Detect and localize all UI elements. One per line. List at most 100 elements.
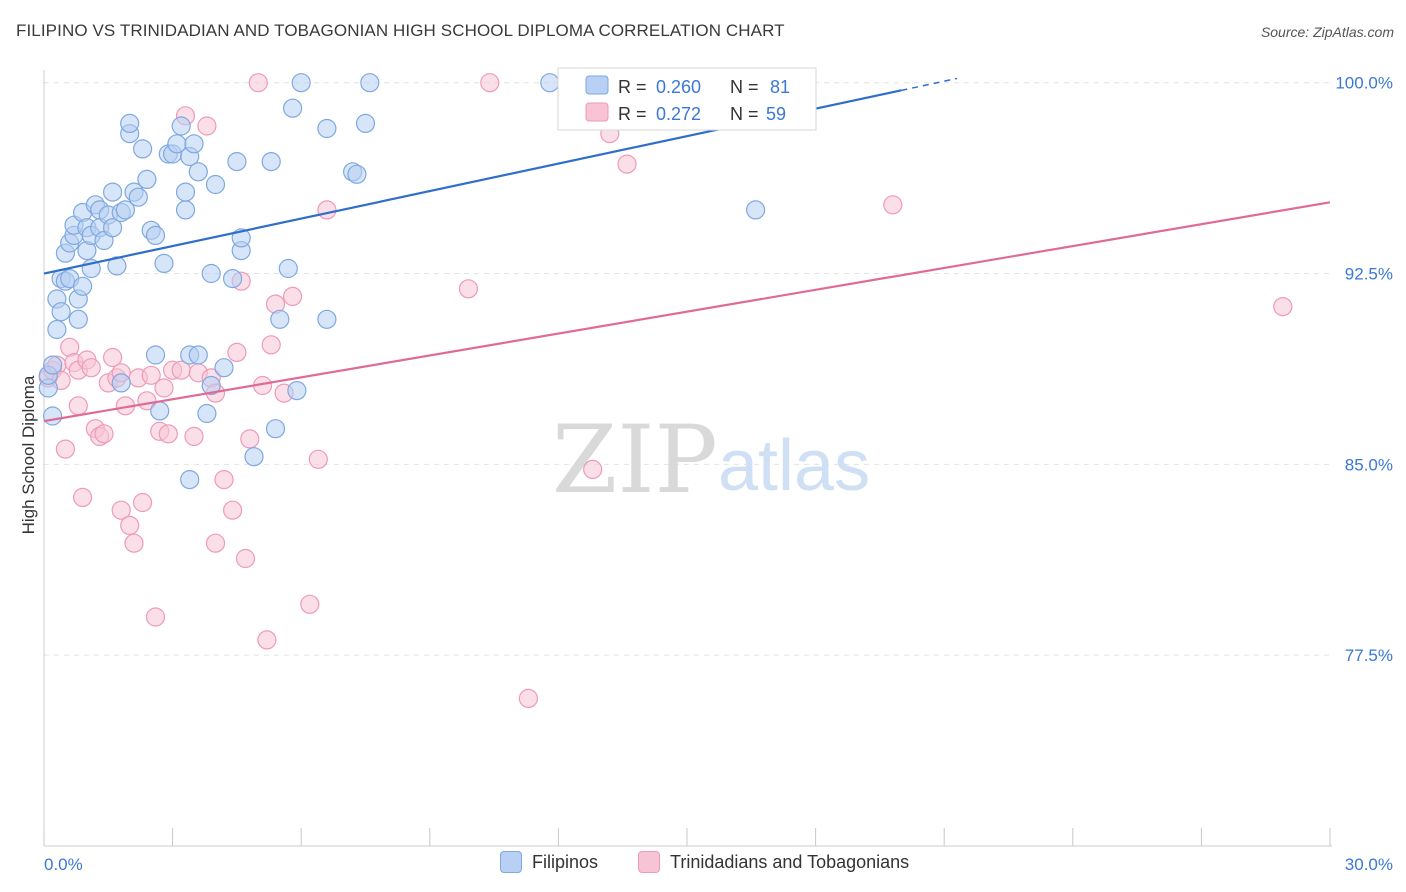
trinidadian-point [1273, 297, 1293, 317]
source-label: Source: ZipAtlas.com [1260, 24, 1394, 40]
trinidadian-point [133, 492, 153, 513]
filipino-point [355, 113, 376, 134]
filipino-point [197, 403, 217, 424]
filipino-point [205, 174, 226, 195]
filipino-point [214, 358, 234, 378]
trinidadian-point [317, 200, 337, 220]
filipino-point [317, 309, 337, 329]
filipino-point [244, 447, 264, 467]
trinidadian-point [145, 607, 166, 627]
y-tick-label: 100.0% [1335, 74, 1393, 93]
legend-swatch-blue [585, 75, 609, 95]
y-tick-labels: 77.5% 85.0% 92.5% 100.0% [1335, 74, 1393, 665]
trinidadian-point [283, 286, 303, 306]
x-tick-label: 30.0% [1345, 855, 1393, 874]
trinidadian-point [308, 449, 328, 469]
trinidadian-point [102, 347, 123, 368]
trinidadian-point [257, 630, 277, 650]
filipino-point [111, 373, 131, 393]
filipino-point [283, 98, 303, 118]
filipino-point [42, 406, 63, 426]
y-tick-label: 92.5% [1345, 265, 1393, 284]
trinidadian-point [94, 424, 114, 444]
filipino-point [180, 470, 200, 490]
filipino-point [201, 263, 221, 284]
filipino-point [201, 375, 221, 396]
trinidadian-point [617, 154, 637, 174]
x-tick-label: 0.0% [44, 855, 83, 874]
filipino-point [287, 381, 307, 401]
filipino-point [51, 302, 71, 322]
trinidadian-point [458, 279, 478, 299]
filipino-point [171, 116, 191, 136]
filipino-point [72, 276, 93, 296]
watermark: ZIP atlas [552, 406, 870, 515]
trinidadian-point [124, 533, 144, 553]
trinidadian-point [158, 424, 178, 444]
filipino-point [261, 152, 281, 172]
y-axis-label: High School Diploma [19, 375, 38, 534]
filipino-point [540, 73, 560, 93]
legend-item-filipinos: Filipinos [500, 851, 598, 873]
filipino-point [154, 253, 174, 273]
filipino-point [47, 319, 67, 340]
legend-box: R = 0.260 N = 81 R = 0.272 N = 59 [557, 67, 817, 131]
filipino-point [223, 269, 243, 289]
legend-r-label: R = [618, 104, 647, 124]
filipino-point [128, 187, 148, 207]
filipino-trend-extension [901, 77, 958, 92]
y-tick-label: 85.0% [1345, 455, 1393, 474]
filipino-point [137, 169, 157, 189]
chart-title: FILIPINO VS TRINIDADIAN AND TOBAGONIAN H… [16, 21, 785, 40]
legend-r-value: 0.260 [656, 77, 701, 97]
legend-label-trinidadians: Trinidadians and Tobagonians [670, 851, 910, 872]
legend-r-value: 0.272 [656, 104, 701, 124]
trinidadian-point [68, 396, 88, 416]
trinidadian-point [261, 335, 281, 355]
legend-swatch-trinidadians [638, 851, 660, 873]
legend-n-value: 59 [766, 104, 786, 124]
trinidadian-trend-line [43, 201, 1331, 423]
filipino-point [188, 345, 208, 365]
filipino-point [175, 182, 196, 202]
watermark-zip: ZIP [552, 406, 718, 515]
filipino-point [133, 139, 153, 159]
legend-n-value: 81 [770, 77, 790, 97]
trinidadian-point [81, 358, 101, 378]
trinidadian-point [154, 378, 174, 398]
legend-swatch-pink [585, 102, 609, 122]
watermark-atlas: atlas [718, 426, 870, 506]
trinidadian-point [227, 342, 247, 362]
filipino-point [317, 118, 337, 139]
trinidadian-point [120, 515, 140, 536]
trinidadian-point [184, 426, 204, 446]
filipino-point [145, 225, 166, 245]
series-filipino-points [38, 73, 766, 490]
filipino-point [188, 162, 208, 182]
trinidadian-point [72, 487, 93, 507]
trinidadian-point [223, 500, 243, 520]
legend-n-label: N = [730, 104, 759, 124]
trinidadian-point [214, 470, 234, 490]
filipino-point [115, 200, 136, 220]
trinidadian-point [518, 688, 539, 709]
axis-layer [43, 70, 1332, 847]
trinidadian-point [55, 439, 76, 459]
filipino-point [270, 309, 290, 329]
trinidadian-point [205, 533, 226, 553]
trinidadian-point [111, 500, 131, 520]
filipino-point [102, 182, 123, 202]
filipino-point [145, 345, 166, 365]
legend-n-label: N = [730, 77, 759, 97]
filipino-point [68, 309, 88, 329]
filipino-point [227, 152, 247, 172]
legend-label-filipinos: Filipinos [532, 851, 599, 872]
legend-swatch-filipinos [500, 851, 522, 873]
filipino-point [360, 73, 380, 93]
filipino-point [102, 218, 123, 238]
trinidadian-point [197, 116, 217, 136]
trinidadian-point [141, 365, 161, 385]
x-tick-labels: 0.0% 30.0% [43, 828, 1393, 874]
filipino-point [42, 355, 63, 375]
